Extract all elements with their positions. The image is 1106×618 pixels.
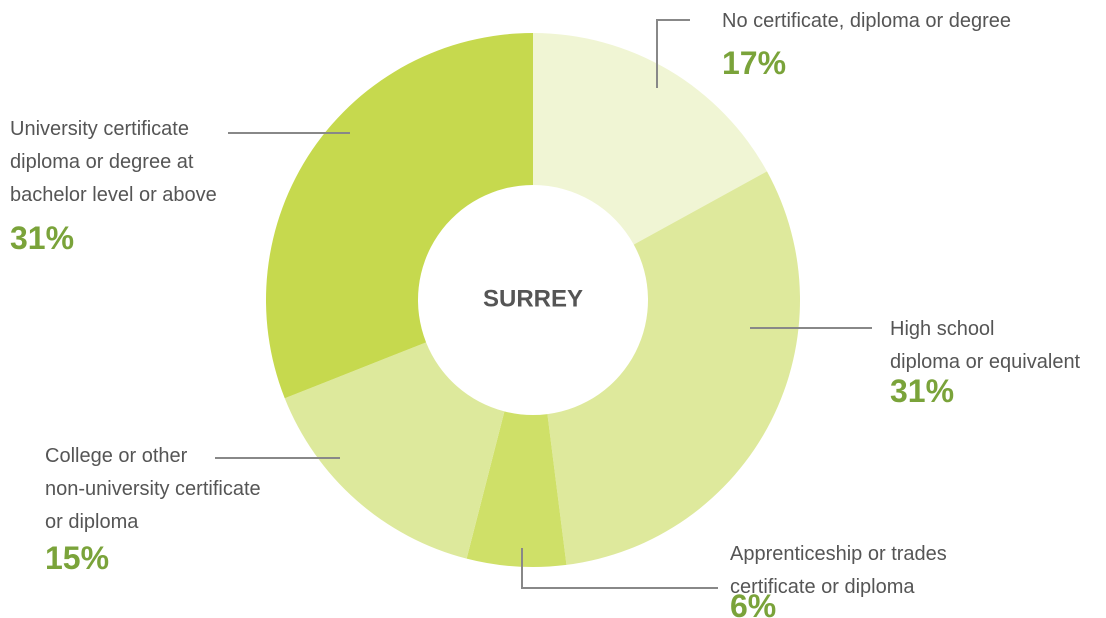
donut-slice xyxy=(533,33,767,245)
slice-label: University certificate diploma or degree… xyxy=(10,118,217,206)
donut-slice xyxy=(547,171,800,565)
value-label: 6% xyxy=(730,588,777,618)
leader-line xyxy=(521,548,718,589)
donut-slice xyxy=(284,342,505,559)
slice-label: No certificate, diploma or degree xyxy=(722,10,1012,32)
leader-line xyxy=(656,19,690,88)
value-label: 15% xyxy=(45,540,110,576)
center-label: SURREY xyxy=(483,285,583,312)
slice-label: High school diploma or equivalent xyxy=(890,318,1081,373)
donut-slice xyxy=(466,411,567,568)
value-label: 31% xyxy=(10,220,75,256)
slice-label: College or other non-university certific… xyxy=(45,445,261,533)
value-label: 17% xyxy=(722,45,787,81)
slice-label: Apprenticeship or trades certificate or … xyxy=(730,543,947,598)
slices xyxy=(265,33,800,568)
donut-slice xyxy=(265,33,533,399)
value-label: 31% xyxy=(890,373,955,409)
